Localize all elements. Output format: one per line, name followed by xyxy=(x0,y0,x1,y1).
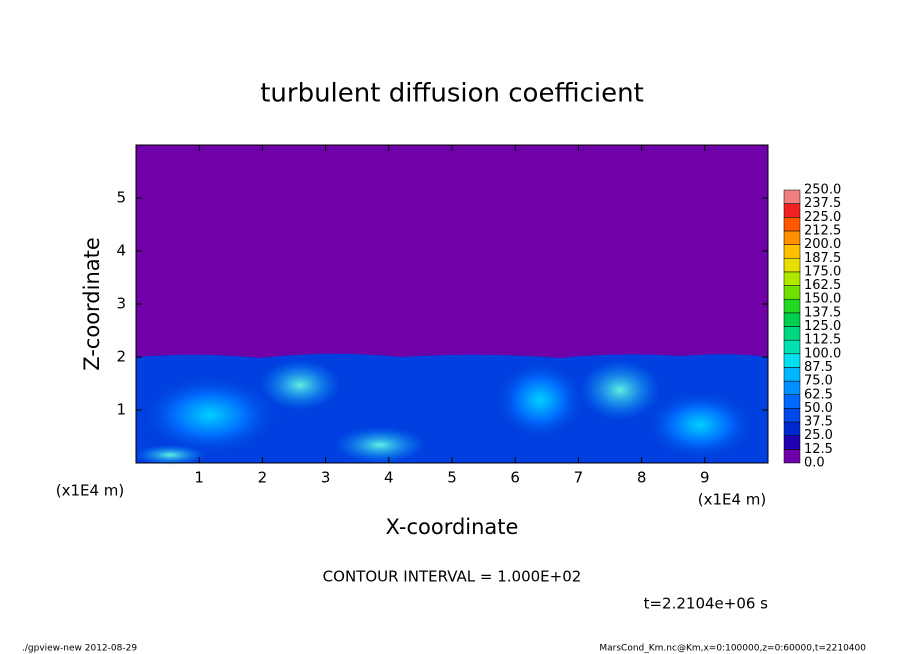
colorbar-label: 200.0 xyxy=(804,237,841,252)
colorbar-label: 87.5 xyxy=(804,360,833,375)
colorbar-cell xyxy=(783,271,801,286)
colorbar-label: 187.5 xyxy=(804,251,841,266)
colorbar-label: 0.0 xyxy=(804,456,825,471)
y-tick-label: 4 xyxy=(116,242,126,260)
footer-right: MarsCond_Km.nc@Km,x=0:100000,z=0:60000,t… xyxy=(599,644,866,654)
colorbar-cell xyxy=(783,435,801,450)
field-eddy xyxy=(580,360,660,420)
footer-left: ./gpview-new 2012-08-29 xyxy=(22,644,137,654)
colorbar-label: 175.0 xyxy=(804,264,841,279)
colorbar-cell xyxy=(783,285,801,300)
colorbar-label: 225.0 xyxy=(804,210,841,225)
y-tick-label: 1 xyxy=(116,401,126,419)
field xyxy=(135,145,768,465)
colorbar-label: 125.0 xyxy=(804,319,841,334)
y-tick-label: 5 xyxy=(116,189,126,207)
colorbar-cell xyxy=(783,353,801,368)
contour-interval: CONTOUR INTERVAL = 1.000E+02 xyxy=(323,568,582,586)
x-unit: (x1E4 m) xyxy=(698,491,767,509)
x-tick-label: 6 xyxy=(510,469,520,487)
colorbar-cell xyxy=(783,189,801,204)
y-tick-label: 3 xyxy=(116,295,126,313)
colorbar-label: 212.5 xyxy=(804,223,841,238)
x-tick-label: 4 xyxy=(384,469,394,487)
time-label: t=2.2104e+06 s xyxy=(644,595,769,613)
colorbar-cell xyxy=(783,449,801,464)
colorbar-cell xyxy=(783,298,801,314)
y-tick-label: 2 xyxy=(116,348,126,366)
colorbar-cell xyxy=(783,217,801,232)
x-tick-label: 3 xyxy=(321,469,331,487)
colorbar-label: 237.5 xyxy=(804,196,841,211)
x-axis-label: X-coordinate xyxy=(386,515,519,539)
x-tick-label: 7 xyxy=(574,469,584,487)
chart-title: turbulent diffusion coefficient xyxy=(260,79,644,109)
colorbar-label: 50.0 xyxy=(804,401,833,416)
colorbar-cell xyxy=(783,244,801,259)
x-tick-label: 1 xyxy=(194,469,204,487)
y-axis-label: Z-coordinate xyxy=(80,237,104,371)
colorbar-label: 12.5 xyxy=(804,442,833,457)
colorbar-cell xyxy=(783,230,801,245)
colorbar-label: 250.0 xyxy=(804,183,841,198)
colorbar-label: 137.5 xyxy=(804,305,841,320)
colorbar-label: 62.5 xyxy=(804,387,833,402)
x-tick-label: 2 xyxy=(258,469,268,487)
colorbar-cell xyxy=(783,203,801,218)
colorbar-label: 112.5 xyxy=(804,333,841,348)
colorbar-cell xyxy=(783,367,801,382)
colorbar-cell xyxy=(783,326,801,341)
colorbar-label: 162.5 xyxy=(804,278,841,293)
field-eddy xyxy=(135,445,205,465)
colorbar-label: 37.5 xyxy=(804,415,833,430)
colorbar-label: 25.0 xyxy=(804,428,833,443)
colorbar-cell xyxy=(783,421,801,436)
y-unit: (x1E4 m) xyxy=(56,482,125,500)
colorbar-cell xyxy=(783,394,801,409)
field-eddy xyxy=(645,390,755,460)
colorbar-cell xyxy=(783,312,801,327)
colorbar-cell xyxy=(783,380,801,396)
colorbar-cell xyxy=(783,408,801,423)
x-tick-label: 8 xyxy=(637,469,647,487)
colorbar-label: 75.0 xyxy=(804,374,833,389)
colorbar-cell xyxy=(783,339,801,355)
field-eddy xyxy=(140,375,280,455)
field-eddy xyxy=(260,360,340,410)
field-eddy xyxy=(335,427,425,463)
x-tick-label: 5 xyxy=(447,469,457,487)
colorbar-cell xyxy=(783,258,801,273)
x-tick-label: 9 xyxy=(700,469,710,487)
field-eddy xyxy=(495,360,585,440)
colorbar-label: 100.0 xyxy=(804,346,841,361)
colorbar-label: 150.0 xyxy=(804,292,841,307)
